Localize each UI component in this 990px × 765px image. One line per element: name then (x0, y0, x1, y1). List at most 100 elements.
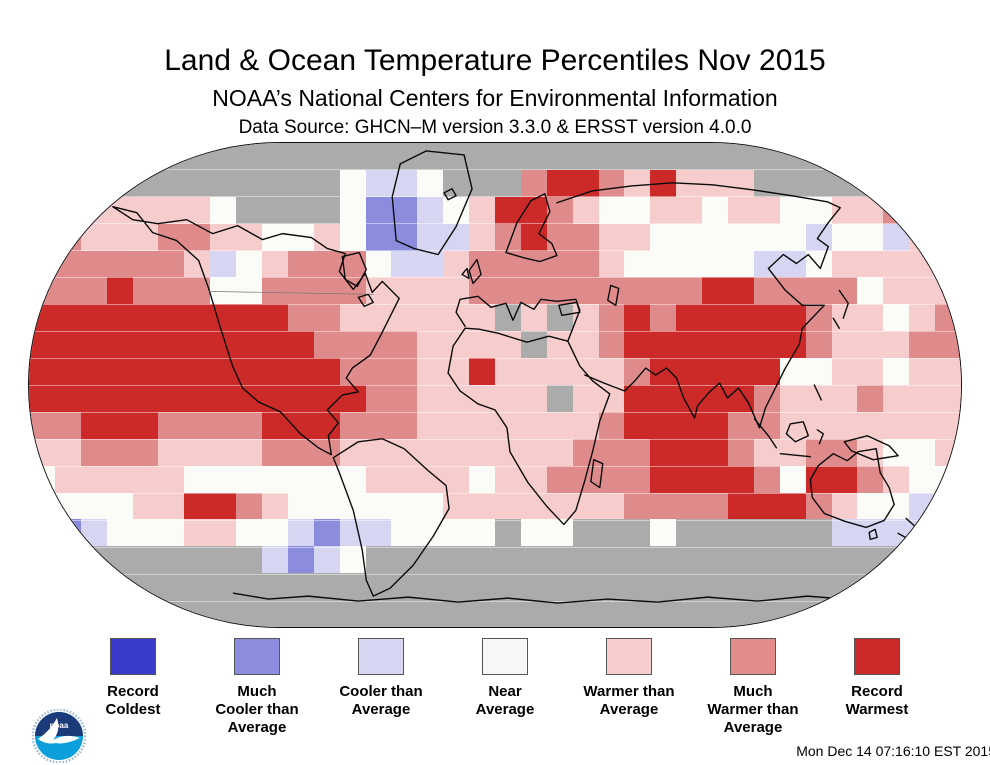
grid-cell (313, 573, 340, 601)
grid-cell (443, 223, 470, 251)
grid-cell (702, 411, 728, 439)
grid-cell (443, 519, 470, 547)
grid-cell (909, 304, 936, 332)
grid-cell (106, 519, 133, 547)
noaa-logo: noaa (32, 709, 86, 763)
grid-cell (469, 304, 495, 332)
legend-swatch (482, 638, 528, 675)
legend-label: Cooler than Average (339, 683, 423, 718)
grid-cell (391, 196, 418, 224)
grid-cell (650, 465, 677, 493)
grid-cell (857, 411, 884, 439)
grid-cell (469, 358, 495, 385)
grid-cell (210, 169, 237, 197)
grid-cell (728, 600, 754, 627)
grid-cell (365, 358, 392, 385)
grid-cell (287, 331, 314, 359)
grid-cell (676, 600, 703, 627)
grid-cell (753, 196, 780, 224)
grid-cell (546, 465, 573, 493)
grid-cell (339, 546, 366, 574)
grid-cell (728, 358, 754, 385)
figure-title: Land & Ocean Temperature Percentiles Nov… (164, 44, 826, 77)
grid-cell (417, 143, 444, 170)
grid-cell (365, 600, 392, 627)
grid-cell (54, 573, 81, 601)
grid-cell (624, 546, 651, 574)
grid-cell (624, 169, 651, 197)
grid-cell (365, 196, 392, 224)
grid-cell (469, 331, 495, 359)
grid-cell (495, 546, 521, 574)
grid-cell (443, 169, 470, 197)
grid-cell (313, 143, 340, 170)
grid-cell (106, 385, 133, 412)
grid-cell (702, 358, 728, 385)
grid-cell (210, 438, 237, 466)
grid-cell (546, 385, 573, 412)
grid-cell (779, 277, 806, 305)
grid-cell (80, 519, 107, 547)
grid-cell (753, 573, 780, 601)
grid-cell (132, 250, 159, 278)
grid-cell (184, 573, 211, 601)
grid-cell (236, 331, 262, 359)
grid-cell (54, 492, 81, 520)
grid-cell (106, 331, 133, 359)
grid-cell (54, 358, 81, 385)
grid-cell (935, 492, 961, 520)
grid-cell (831, 492, 858, 520)
legend-item: Near Average (443, 638, 567, 737)
grid-cell (262, 143, 288, 170)
grid-cell (805, 438, 832, 466)
grid-cell (132, 331, 159, 359)
grid-cell (106, 169, 133, 197)
grid-cell (210, 385, 237, 412)
legend-label: Record Coldest (105, 683, 161, 718)
grid-cell (287, 196, 314, 224)
grid-cell (262, 331, 288, 359)
grid-cell (54, 546, 81, 574)
grid-cell (365, 546, 392, 574)
grid-cell (262, 250, 288, 278)
grid-cell (210, 546, 237, 574)
grid-cell (184, 169, 211, 197)
grid-cell (495, 573, 521, 601)
grid-cell (417, 277, 444, 305)
grid-cell (676, 223, 703, 251)
grid-cell (779, 546, 806, 574)
grid-cell (935, 358, 961, 385)
grid-cell (572, 223, 599, 251)
grid-cell (779, 411, 806, 439)
grid-cell (29, 573, 55, 601)
grid-cell (339, 465, 366, 493)
grid-cell (546, 250, 573, 278)
grid-cell (520, 600, 547, 627)
grid-cell (650, 143, 677, 170)
grid-cell (184, 465, 211, 493)
legend-label: Much Warmer than Average (707, 683, 799, 736)
grid-cell (80, 143, 107, 170)
grid-cell (857, 385, 884, 412)
grid-cell (417, 331, 444, 359)
grid-cell (676, 411, 703, 439)
grid-cell (857, 331, 884, 359)
grid-cell (210, 411, 237, 439)
grid-cell (184, 250, 211, 278)
grid-cell (935, 331, 961, 359)
grid-cell (236, 143, 262, 170)
grid-cell (262, 411, 288, 439)
grid-cell (365, 331, 392, 359)
grid-cell (753, 277, 780, 305)
grid-cell (132, 223, 159, 251)
percentile-grid (29, 143, 961, 627)
grid-cell (313, 223, 340, 251)
grid-cell (598, 331, 625, 359)
grid-cell (650, 331, 677, 359)
grid-cell (883, 573, 910, 601)
grid-cell (572, 546, 599, 574)
grid-cell (443, 277, 470, 305)
grid-cell (676, 143, 703, 170)
grid-cell (54, 438, 81, 466)
grid-cell (339, 438, 366, 466)
